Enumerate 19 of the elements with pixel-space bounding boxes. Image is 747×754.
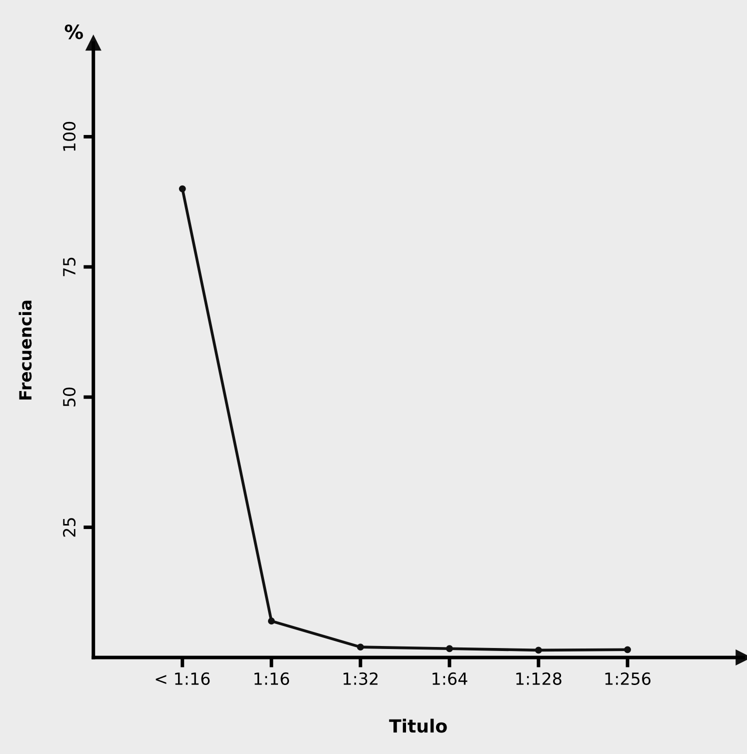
point [356, 644, 364, 651]
y-tick-label: 25 [62, 518, 76, 537]
y-tick-label: 75 [63, 258, 76, 276]
point [624, 646, 632, 654]
text: % [64, 24, 83, 40]
point [268, 618, 275, 625]
x-tick-label: 1:32 [344, 672, 378, 685]
point [446, 645, 453, 652]
x-tick-label: 1:64 [432, 672, 468, 685]
x-tick-label: 1:256 [605, 672, 650, 685]
x-tick-label: 1:16 [254, 672, 290, 685]
y-axis-title: Frecuencia [18, 300, 32, 400]
y-tick-label: 50 [62, 388, 76, 406]
point [535, 646, 542, 654]
point [178, 185, 186, 192]
x-axis-title: Titulo [389, 718, 447, 733]
y-tick-label: 100 [62, 122, 76, 151]
x-tick-label: 1:128 [516, 672, 562, 685]
x-tick-label: < 1:16 [156, 672, 210, 685]
